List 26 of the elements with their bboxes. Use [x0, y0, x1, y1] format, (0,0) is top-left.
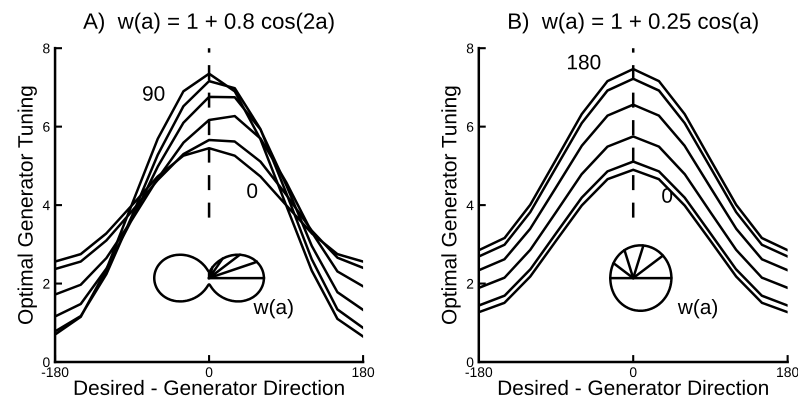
annotation: 90: [143, 86, 164, 101]
y-tick-label: 6: [43, 122, 50, 132]
annotation: 180: [568, 54, 600, 70]
y-tick-label: 4: [466, 200, 474, 210]
y-tick-label: 8: [43, 44, 50, 54]
x-tick-label: -180: [466, 367, 492, 378]
y-axis-title: Optimal Generator Tuning: [18, 86, 37, 324]
x-tick-label: 0: [206, 367, 212, 378]
annotation: w(a): [253, 298, 293, 318]
annotation: 0: [247, 183, 258, 198]
x-tick-label: 180: [352, 367, 374, 378]
annotation: w(a): [678, 298, 718, 318]
y-tick-label: 2: [466, 278, 474, 289]
y-tick-label: 8: [466, 44, 474, 54]
y-tick-label: 0: [466, 357, 474, 368]
x-tick-label: 0: [630, 367, 637, 378]
chart-title: A) w(a) = 1 + 0.8 cos(2a): [83, 12, 334, 34]
x-axis-title: Desired - Generator Direction: [74, 380, 344, 396]
y-tick-label: 2: [43, 278, 50, 289]
x-tick-label: -180: [42, 367, 68, 378]
y-axis-title: Optimal Generator Tuning: [441, 86, 461, 324]
y-tick-label: 0: [43, 357, 50, 368]
y-tick-label: 4: [42, 200, 50, 210]
x-axis-title: Desired - Generator Direction: [498, 380, 768, 396]
y-tick-label: 6: [466, 122, 474, 132]
chart-title: B) w(a) = 1 + 0.25 cos(a): [509, 12, 758, 34]
